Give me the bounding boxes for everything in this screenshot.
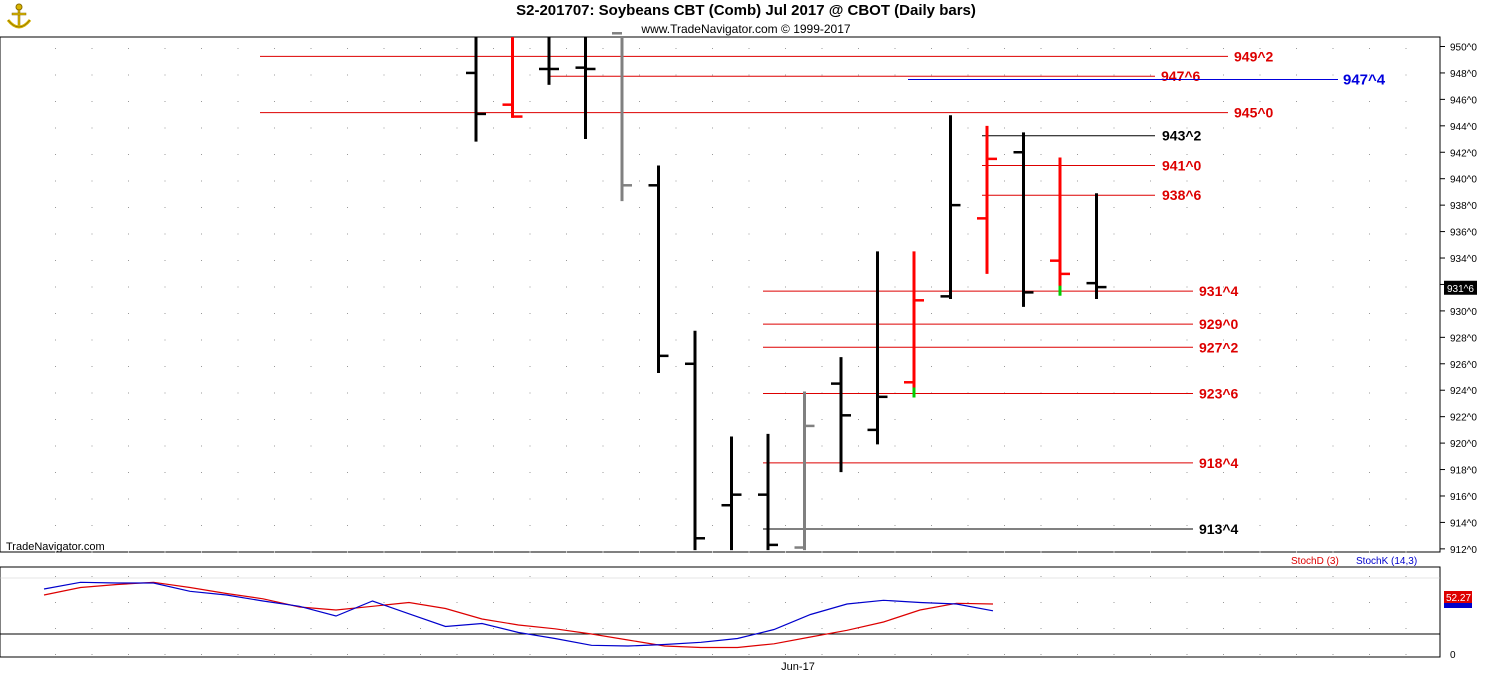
x-axis-date-label: Jun-17 [781, 661, 815, 673]
y-tick-label: 920^0 [1450, 439, 1477, 450]
level-label: 943^2 [1162, 128, 1202, 144]
level-label: 927^2 [1199, 339, 1239, 355]
stochastic-panel: StochD (3) StochK (14,3) 0 52.27 [0, 556, 1472, 661]
chart-title: S2-201707: Soybeans CBT (Comb) Jul 2017 … [516, 2, 976, 19]
level-label: 931^4 [1199, 283, 1239, 299]
y-tick-label: 928^0 [1450, 333, 1477, 344]
price-axis: 912^0 914^0 916^0 918^0 920^0 922^0 924^0 926^0… [1440, 43, 1477, 556]
level-label: 945^0 [1234, 105, 1274, 121]
y-tick-label: 918^0 [1450, 466, 1477, 477]
y-tick-label: 924^0 [1450, 386, 1477, 397]
stoch-panel-frame [0, 566, 1441, 658]
grid-dots [55, 48, 1407, 655]
level-label: 941^0 [1162, 157, 1202, 173]
y-tick-label: 934^0 [1450, 254, 1477, 265]
stoch-legend-label: StochK (14,3) [1356, 556, 1417, 567]
y-tick-label: 914^0 [1450, 518, 1477, 529]
level-label: 923^6 [1199, 386, 1239, 402]
y-tick-label: 912^0 [1450, 545, 1477, 556]
y-tick-label: 946^0 [1450, 95, 1477, 106]
level-label: 938^6 [1162, 187, 1202, 203]
anchor-logo-icon [6, 3, 32, 29]
y-tick-label: 944^0 [1450, 122, 1477, 133]
y-tick-label: 922^0 [1450, 413, 1477, 424]
stoch-last-value-label: 52.27 [1446, 593, 1471, 604]
y-tick-label: 942^0 [1450, 148, 1477, 159]
y-tick-label: 926^0 [1450, 360, 1477, 371]
stoch-series-line [43, 581, 994, 647]
price-bars [466, 32, 1107, 551]
price-levels: 949^2 947^6 947^4 945^0 943^2 941^0 938^6 931^4… [260, 48, 1386, 537]
y-tick-label: 938^0 [1450, 201, 1477, 212]
y-tick-label: 936^0 [1450, 228, 1477, 239]
stoch-last-value-marker-k [1444, 603, 1472, 608]
level-label: 918^4 [1199, 455, 1239, 471]
price-panel-frame [0, 36, 1441, 553]
y-tick-label: 916^0 [1450, 492, 1477, 503]
stoch-series-line [43, 581, 994, 649]
level-label: 949^2 [1234, 48, 1274, 64]
y-tick-label: 948^0 [1450, 69, 1477, 80]
last-price-label: 931^6 [1447, 284, 1474, 295]
last-price-marker [1444, 280, 1477, 295]
y-tick-label: 930^0 [1450, 307, 1477, 318]
stoch-last-value-marker [1444, 591, 1472, 604]
y-tick-label: 940^0 [1450, 175, 1477, 186]
level-label: 947^6 [1161, 68, 1201, 84]
level-label: 929^0 [1199, 316, 1239, 332]
y-tick-label: 950^0 [1450, 43, 1477, 54]
chart-subtitle: www.TradeNavigator.com © 1999-2017 [641, 22, 851, 36]
level-label: 913^4 [1199, 521, 1239, 537]
stoch-y-tick-label: 0 [1450, 650, 1456, 661]
watermark: TradeNavigator.com [6, 541, 105, 553]
level-label: 947^4 [1343, 72, 1386, 89]
stoch-legend-label: StochD (3) [1291, 556, 1339, 567]
